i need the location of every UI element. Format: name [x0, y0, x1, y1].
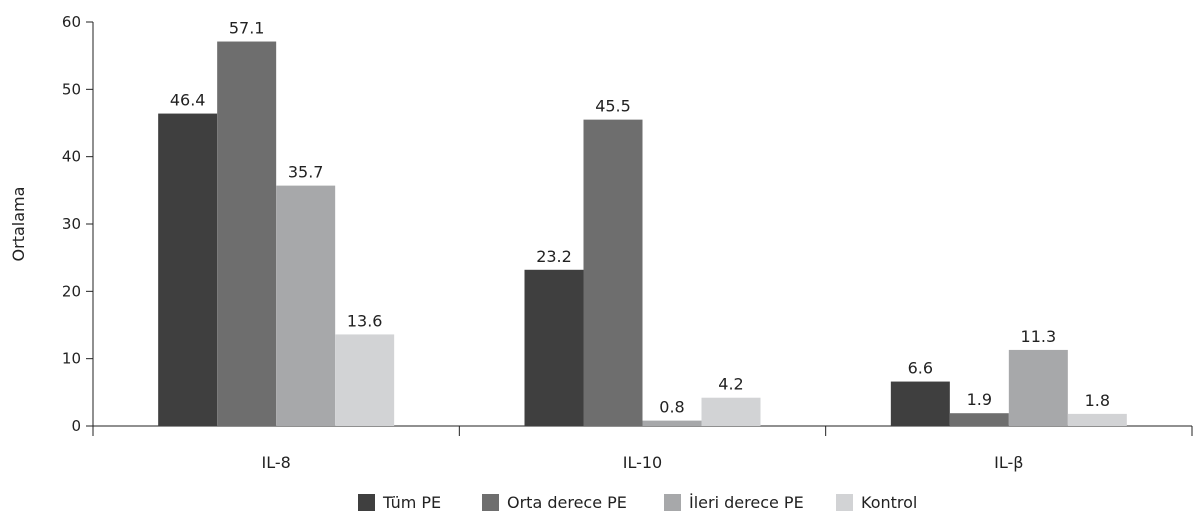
- bars: [158, 41, 1127, 426]
- y-axis-label: Ortalama: [9, 187, 28, 262]
- legend-swatch: [664, 494, 681, 511]
- legend-swatch: [836, 494, 853, 511]
- y-tick-label: 10: [62, 350, 81, 368]
- data-label: 6.6: [908, 359, 933, 378]
- data-label: 1.8: [1085, 391, 1110, 410]
- legend-label: İleri derece PE: [689, 493, 804, 512]
- bar: [949, 413, 1009, 426]
- legend-swatch: [482, 494, 499, 511]
- bar: [1008, 349, 1068, 426]
- y-tick-label: 60: [62, 13, 81, 31]
- bar: [276, 185, 336, 426]
- bar: [335, 334, 395, 426]
- data-label: 0.8: [659, 398, 684, 417]
- x-tick-label: IL-8: [262, 453, 291, 472]
- data-label: 1.9: [967, 390, 992, 409]
- data-label: 11.3: [1021, 327, 1057, 346]
- y-axis: 0 10 20 30 40 50 60: [62, 13, 94, 435]
- y-tick-label: 30: [62, 215, 81, 233]
- data-label: 13.6: [347, 311, 383, 330]
- bar: [524, 269, 584, 426]
- bar: [642, 420, 702, 426]
- y-tick-label: 20: [62, 282, 81, 300]
- legend-swatch: [358, 494, 375, 511]
- legend-label: Orta derece PE: [507, 493, 627, 512]
- bar: [701, 397, 761, 426]
- bar: [583, 119, 643, 426]
- bar: [1067, 413, 1127, 426]
- y-tick-label: 40: [62, 148, 81, 166]
- legend: Tüm PE Orta derece PE İleri derece PE Kontr…: [358, 493, 917, 512]
- bar: [890, 381, 950, 426]
- bar: [158, 113, 218, 426]
- bar: [217, 41, 277, 426]
- x-axis: IL-8 IL-10 IL-β: [92, 425, 1193, 472]
- data-label: 46.4: [170, 91, 206, 110]
- data-label: 45.5: [595, 97, 631, 116]
- y-tick-label: 50: [62, 80, 81, 98]
- data-label: 57.1: [229, 19, 265, 38]
- data-label: 35.7: [288, 163, 324, 182]
- x-tick-label: IL-β: [994, 453, 1023, 472]
- legend-label: Tüm PE: [382, 493, 441, 512]
- y-tick-label: 0: [71, 417, 81, 435]
- value-labels: 46.4 57.1 35.7 13.6 23.2 45.5 0.8 4.2 6.6 1.9 11.3…: [170, 19, 1110, 417]
- data-label: 4.2: [718, 375, 743, 394]
- x-tick-label: IL-10: [623, 453, 662, 472]
- data-label: 23.2: [536, 247, 572, 266]
- legend-label: Kontrol: [861, 493, 917, 512]
